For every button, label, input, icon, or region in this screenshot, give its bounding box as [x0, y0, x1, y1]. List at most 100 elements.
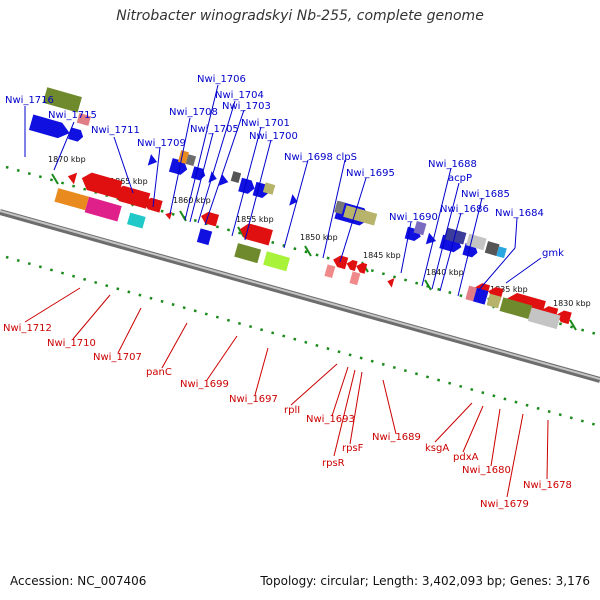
- gene-box-orange[interactable]: [54, 188, 90, 211]
- gene-box-gray[interactable]: [484, 241, 500, 256]
- label-leader: [434, 402, 473, 443]
- gene-arrow-reverse[interactable]: [238, 221, 273, 246]
- gene-label[interactable]: Nwi_1693: [306, 414, 355, 425]
- gene-box-lightgray[interactable]: [466, 233, 487, 251]
- label-leader: [254, 347, 269, 396]
- gene-arrow-forward[interactable]: [191, 166, 207, 181]
- gene-box-olive[interactable]: [234, 243, 262, 264]
- gene-box-olive[interactable]: [499, 297, 533, 320]
- label-leader: [457, 197, 483, 297]
- label-leader: [244, 139, 272, 241]
- gene-label[interactable]: Nwi_1699: [180, 379, 229, 390]
- gene-box-khaki[interactable]: [262, 182, 276, 195]
- gene-box-salmon[interactable]: [349, 271, 361, 286]
- gene-label[interactable]: Nwi_1706: [197, 74, 246, 85]
- label-leader: [431, 182, 460, 290]
- gene-label[interactable]: Nwi_1705: [190, 124, 239, 135]
- label-leader: [477, 247, 516, 292]
- gene-label[interactable]: Nwi_1688: [428, 159, 477, 170]
- gene-label[interactable]: clpS: [336, 152, 357, 163]
- gene-box-salmon[interactable]: [324, 264, 336, 279]
- gene-arrow-forward[interactable]: [147, 154, 159, 168]
- gene-label[interactable]: rpsR: [322, 458, 345, 469]
- kbp-tick-mark: [51, 173, 59, 185]
- gene-label[interactable]: Nwi_1700: [249, 131, 298, 142]
- kbp-tick-label: 1835 kbp: [490, 285, 528, 294]
- label-leader: [339, 177, 367, 263]
- gene-arrow-forward[interactable]: [28, 114, 72, 141]
- gene-arrow-forward[interactable]: [68, 127, 85, 142]
- gene-box-pink[interactable]: [76, 113, 92, 126]
- gene-arrow-reverse[interactable]: [386, 276, 395, 288]
- gene-arrow-reverse[interactable]: [111, 184, 151, 209]
- gene-label[interactable]: Nwi_1712: [3, 323, 52, 334]
- gene-label[interactable]: Nwi_1680: [462, 465, 511, 476]
- gene-label[interactable]: Nwi_1710: [47, 338, 96, 349]
- gene-label[interactable]: Nwi_1679: [480, 499, 529, 510]
- label-leader: [349, 371, 363, 445]
- gene-label[interactable]: pdxA: [453, 452, 479, 463]
- gene-label[interactable]: Nwi_1703: [222, 101, 271, 112]
- gene-label[interactable]: acpP: [448, 173, 472, 184]
- gene-box-purple[interactable]: [413, 220, 427, 236]
- gene-box-gray[interactable]: [185, 154, 197, 167]
- gene-label[interactable]: Nwi_1690: [389, 212, 438, 223]
- gene-arrow-reverse[interactable]: [332, 254, 349, 270]
- label-leader: [169, 117, 191, 215]
- gene-label[interactable]: Nwi_1716: [5, 95, 54, 106]
- gene-label[interactable]: Nwi_1701: [241, 118, 290, 129]
- gene-label[interactable]: rplI: [284, 405, 300, 416]
- gene-label[interactable]: Nwi_1709: [137, 138, 186, 149]
- gene-box-skyblue[interactable]: [496, 246, 507, 259]
- gene-label[interactable]: ksgA: [425, 443, 449, 454]
- gene-label[interactable]: Nwi_1684: [495, 208, 544, 219]
- gene-box-olive[interactable]: [42, 87, 82, 113]
- gene-label[interactable]: gmk: [542, 248, 564, 259]
- gene-label[interactable]: Nwi_1711: [91, 125, 140, 136]
- gene-arrow-forward[interactable]: [238, 177, 256, 196]
- gene-label[interactable]: Nwi_1686: [440, 204, 489, 215]
- gene-label[interactable]: rpsF: [342, 443, 364, 454]
- gene-box-gray[interactable]: [230, 171, 242, 183]
- gene-arrow-reverse[interactable]: [555, 309, 572, 325]
- gene-label[interactable]: Nwi_1678: [523, 480, 572, 491]
- gene-arrow-forward[interactable]: [208, 171, 218, 184]
- gene-box-cyan[interactable]: [127, 212, 146, 229]
- gene-label[interactable]: Nwi_1685: [461, 189, 510, 200]
- gene-arrow-reverse[interactable]: [79, 170, 123, 199]
- page-title: Nitrobacter winogradskyi Nb-255, complet…: [116, 8, 484, 24]
- gene-box-blue[interactable]: [473, 287, 489, 305]
- gene-label[interactable]: Nwi_1695: [346, 168, 395, 179]
- gene-label[interactable]: Nwi_1689: [372, 432, 421, 443]
- gene-arrow-reverse[interactable]: [345, 259, 358, 271]
- gene-box-gray[interactable]: [334, 200, 346, 215]
- label-leader: [197, 100, 236, 224]
- gene-box-lightgray[interactable]: [527, 307, 561, 330]
- kbp-tick-mark: [304, 245, 312, 257]
- label-leader: [117, 307, 142, 354]
- gene-box-khaki[interactable]: [343, 205, 378, 226]
- kbp-tick-label: 1830 kbp: [553, 299, 591, 308]
- gene-arrow-forward[interactable]: [425, 232, 438, 247]
- gene-box-khaki[interactable]: [486, 293, 502, 309]
- label-leader: [382, 379, 397, 435]
- kbp-tick-mark: [569, 319, 577, 331]
- gene-box-blue[interactable]: [196, 228, 213, 246]
- gene-arrow-reverse[interactable]: [355, 261, 368, 274]
- label-leader: [290, 363, 338, 406]
- label-leader: [184, 84, 219, 221]
- gene-label[interactable]: Nwi_1697: [229, 394, 278, 405]
- gene-box-magenta[interactable]: [84, 196, 122, 222]
- label-leader: [231, 126, 262, 237]
- gene-label[interactable]: Nwi_1704: [215, 90, 264, 101]
- gene-label[interactable]: Nwi_1708: [169, 107, 218, 118]
- gene-label[interactable]: Nwi_1698: [284, 152, 333, 163]
- gene-arrow-forward[interactable]: [289, 194, 299, 207]
- kbp-tick-mark: [424, 279, 432, 291]
- gene-label[interactable]: panC: [146, 367, 172, 378]
- gene-arrow-reverse[interactable]: [66, 170, 78, 185]
- gene-label[interactable]: Nwi_1715: [48, 110, 97, 121]
- gene-box-lime[interactable]: [263, 251, 291, 272]
- gene-arrow-forward[interactable]: [218, 174, 230, 188]
- gene-label[interactable]: Nwi_1707: [93, 352, 142, 363]
